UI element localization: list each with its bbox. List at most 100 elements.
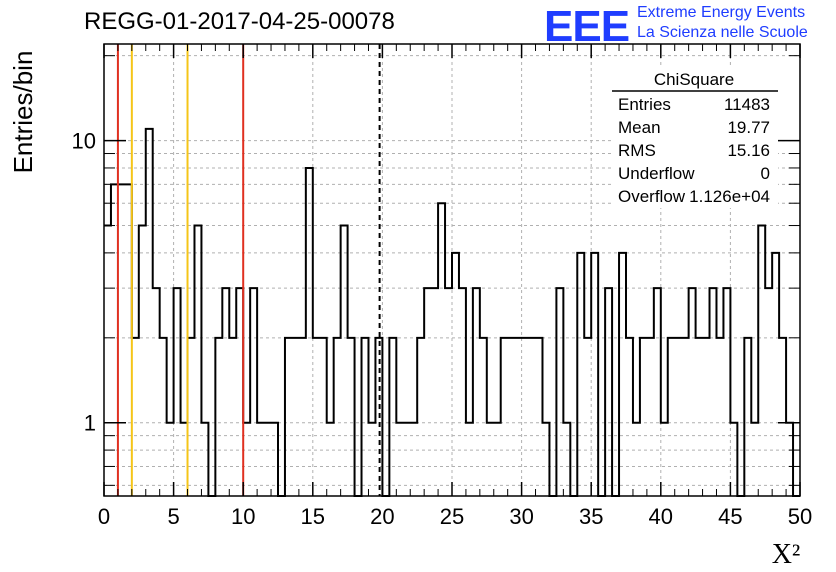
histogram-bin-69 — [584, 338, 591, 496]
histogram-bin-0 — [104, 226, 111, 496]
histogram-bin-89 — [723, 288, 730, 496]
y-axis-label: Entries/bin — [8, 51, 38, 174]
histogram-bin-48 — [438, 203, 445, 496]
histogram-bin-85 — [696, 338, 703, 496]
histogram-bin-84 — [689, 288, 696, 496]
histogram-bin-77 — [640, 338, 647, 496]
x-tick-label-2: 10 — [231, 504, 255, 529]
stats-value-overflow: 1.126e+04 — [689, 187, 770, 206]
reference-lines — [116, 44, 381, 496]
histogram-bin-58 — [508, 338, 515, 496]
histogram-bin-57 — [501, 338, 508, 496]
stats-value-entries: 11483 — [724, 95, 770, 114]
histogram-bin-53 — [473, 288, 480, 496]
histogram-bin-2 — [118, 184, 125, 496]
histogram-bin-94 — [758, 226, 765, 496]
logo-line-2: La Scienza nelle Scuole — [637, 24, 808, 41]
x-tick-label-10: 50 — [788, 504, 812, 529]
histogram-bin-27 — [292, 338, 299, 496]
histogram-bin-46 — [424, 288, 431, 496]
x-axis-label: X² — [772, 539, 801, 570]
histogram-bin-10 — [174, 288, 181, 496]
histogram-bin-54 — [480, 338, 487, 496]
y-tick-label-0: 1 — [84, 411, 96, 436]
histogram-bin-59 — [515, 338, 522, 496]
histogram-bin-47 — [431, 288, 438, 496]
histogram-bin-1 — [111, 184, 118, 496]
histogram-bin-74 — [619, 253, 626, 496]
stats-value-underflow: 0 — [761, 164, 770, 183]
histogram-bin-96 — [772, 253, 779, 496]
x-tick-label-5: 25 — [440, 504, 464, 529]
histogram-bars — [104, 127, 800, 497]
histogram-bin-49 — [445, 288, 452, 496]
histogram-bin-51 — [459, 288, 466, 496]
histogram-bin-50 — [452, 253, 459, 496]
tick-labels: 0 5 10 15 20 25 30 35 40 45 50 1 10 — [72, 129, 813, 529]
histogram-bin-34 — [341, 226, 348, 496]
histogram-bin-28 — [299, 338, 306, 496]
histogram-bin-3 — [125, 184, 132, 496]
histogram-bin-16 — [215, 338, 222, 496]
x-tick-label-4: 20 — [370, 504, 394, 529]
stats-box-background — [612, 66, 778, 208]
histogram-bin-37 — [362, 338, 369, 496]
histogram-bin-65 — [556, 288, 563, 496]
x-tick-label-1: 5 — [167, 504, 179, 529]
histogram-bin-60 — [522, 338, 529, 496]
histogram-bin-41 — [389, 338, 396, 496]
histogram-bin-7 — [153, 288, 160, 496]
histogram-bin-86 — [703, 338, 710, 496]
x-tick-label-6: 30 — [509, 504, 533, 529]
histogram-bin-82 — [675, 338, 682, 496]
x-tick-label-7: 35 — [579, 504, 603, 529]
histogram-bin-61 — [529, 338, 536, 496]
histogram-outline — [104, 127, 800, 497]
histogram-bin-68 — [577, 253, 584, 496]
x-tick-label-0: 0 — [98, 504, 110, 529]
stats-value-mean: 19.77 — [727, 118, 770, 137]
histogram-bin-17 — [222, 288, 229, 496]
histogram-bin-21 — [250, 288, 257, 496]
histogram-bin-83 — [682, 338, 689, 496]
histogram-bin-70 — [591, 253, 598, 496]
histogram-bin-5 — [139, 226, 146, 496]
chart-title: REGG-01-2017-04-25-00078 — [84, 8, 395, 35]
histogram-bin-62 — [536, 338, 543, 496]
histogram-bin-72 — [605, 288, 612, 496]
histogram-bin-8 — [160, 338, 167, 496]
histogram-bin-78 — [647, 338, 654, 496]
logo-line-1: Extreme Energy Events — [637, 4, 806, 21]
histogram-bin-81 — [668, 338, 675, 496]
histogram-bin-18 — [229, 338, 236, 496]
histogram-bin-35 — [348, 338, 355, 496]
stats-label-overflow: Overflow — [618, 187, 686, 206]
histogram-bin-13 — [194, 226, 201, 496]
x-tick-label-9: 45 — [718, 504, 742, 529]
histogram-bin-95 — [765, 288, 772, 496]
histogram-bin-79 — [654, 288, 661, 496]
stats-label-mean: Mean — [618, 118, 661, 137]
histogram-bin-33 — [334, 338, 341, 496]
stats-value-rms: 15.16 — [727, 141, 770, 160]
x-tick-label-3: 15 — [301, 504, 325, 529]
histogram-bin-87 — [710, 288, 717, 496]
histogram-bin-92 — [744, 338, 751, 496]
histogram-bin-97 — [779, 338, 786, 496]
histogram-bin-75 — [626, 338, 633, 496]
histogram-bin-31 — [320, 338, 327, 496]
histogram-bin-26 — [285, 338, 292, 496]
stats-label-underflow: Underflow — [618, 164, 695, 183]
histogram-bin-29 — [306, 168, 313, 496]
histogram-bin-4 — [132, 338, 139, 496]
histogram-bin-19 — [236, 288, 243, 496]
histogram-bin-45 — [417, 338, 424, 496]
axes — [103, 43, 801, 497]
stats-title: ChiSquare — [654, 70, 734, 89]
histogram-bin-30 — [313, 338, 320, 496]
histogram-bin-12 — [188, 338, 195, 496]
stats-label-entries: Entries — [618, 95, 671, 114]
histogram-bin-88 — [716, 338, 723, 496]
eee-logo: EEE — [544, 2, 630, 51]
